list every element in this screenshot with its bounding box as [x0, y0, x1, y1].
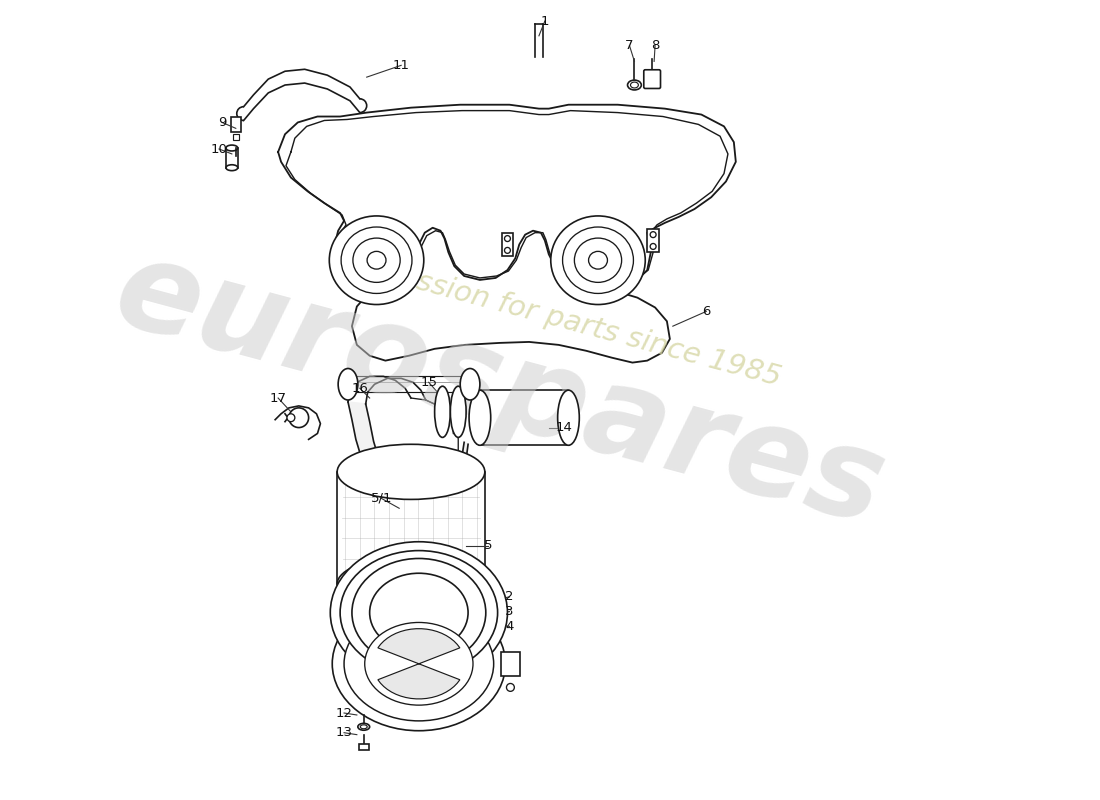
Circle shape — [506, 683, 515, 691]
Ellipse shape — [341, 227, 412, 294]
FancyBboxPatch shape — [647, 229, 659, 252]
Ellipse shape — [630, 82, 638, 88]
Ellipse shape — [574, 238, 622, 282]
Ellipse shape — [551, 216, 646, 305]
Ellipse shape — [627, 80, 641, 90]
Ellipse shape — [355, 563, 466, 605]
Ellipse shape — [353, 238, 400, 282]
Ellipse shape — [226, 165, 238, 170]
Ellipse shape — [460, 369, 480, 400]
Text: 9: 9 — [218, 116, 227, 129]
FancyBboxPatch shape — [359, 743, 369, 750]
Text: eurospares: eurospares — [102, 230, 896, 551]
Text: a passion for parts since 1985: a passion for parts since 1985 — [352, 251, 784, 392]
Text: 7: 7 — [625, 39, 634, 52]
Circle shape — [287, 414, 295, 422]
Ellipse shape — [367, 251, 386, 269]
Ellipse shape — [365, 622, 473, 705]
Text: 14: 14 — [556, 421, 572, 434]
Polygon shape — [378, 629, 460, 699]
Text: 11: 11 — [393, 59, 409, 72]
Circle shape — [650, 243, 656, 250]
Circle shape — [650, 232, 656, 238]
Text: 10: 10 — [210, 142, 228, 155]
FancyBboxPatch shape — [231, 117, 241, 132]
Ellipse shape — [330, 542, 507, 683]
Ellipse shape — [344, 606, 494, 721]
Text: 12: 12 — [336, 706, 353, 719]
Text: 6: 6 — [702, 305, 711, 318]
Text: 1: 1 — [540, 14, 549, 27]
Ellipse shape — [377, 572, 444, 597]
Ellipse shape — [338, 369, 358, 400]
Text: 2: 2 — [505, 590, 514, 603]
Circle shape — [289, 408, 309, 427]
Ellipse shape — [370, 574, 469, 652]
Ellipse shape — [332, 597, 506, 730]
FancyBboxPatch shape — [502, 233, 514, 256]
FancyBboxPatch shape — [500, 652, 520, 676]
Text: 15: 15 — [420, 376, 437, 389]
Text: 17: 17 — [270, 391, 287, 405]
Ellipse shape — [361, 725, 367, 729]
Ellipse shape — [340, 550, 497, 674]
Ellipse shape — [226, 145, 238, 151]
Ellipse shape — [588, 251, 607, 269]
Ellipse shape — [558, 390, 580, 446]
Text: 5: 5 — [484, 539, 492, 552]
Ellipse shape — [338, 557, 485, 612]
Text: 3: 3 — [505, 605, 514, 618]
Ellipse shape — [469, 390, 491, 446]
Ellipse shape — [450, 386, 466, 438]
Ellipse shape — [434, 386, 450, 438]
Circle shape — [505, 247, 510, 254]
Ellipse shape — [338, 444, 485, 499]
Ellipse shape — [562, 227, 634, 294]
Text: 16: 16 — [351, 382, 369, 394]
Text: 4: 4 — [505, 620, 514, 633]
FancyBboxPatch shape — [644, 70, 660, 89]
Text: 8: 8 — [651, 39, 659, 52]
Text: 5/1: 5/1 — [371, 492, 393, 505]
Text: 13: 13 — [336, 726, 353, 739]
Ellipse shape — [329, 216, 424, 305]
FancyBboxPatch shape — [233, 134, 239, 140]
Circle shape — [505, 236, 510, 242]
Polygon shape — [348, 402, 469, 497]
Ellipse shape — [358, 723, 370, 730]
Ellipse shape — [352, 558, 486, 666]
